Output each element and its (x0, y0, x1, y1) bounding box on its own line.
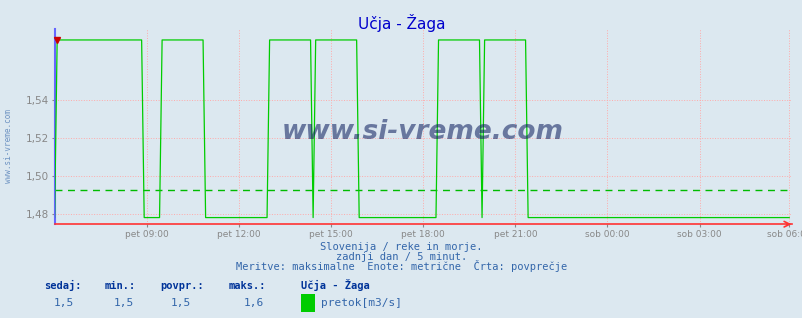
Text: maks.:: maks.: (229, 281, 266, 291)
Text: Učja - Žaga: Učja - Žaga (301, 279, 370, 291)
Text: www.si-vreme.com: www.si-vreme.com (282, 119, 564, 145)
Text: zadnji dan / 5 minut.: zadnji dan / 5 minut. (335, 252, 467, 262)
Text: 1,5: 1,5 (114, 298, 134, 308)
Text: 1,6: 1,6 (243, 298, 263, 308)
Text: Slovenija / reke in morje.: Slovenija / reke in morje. (320, 242, 482, 252)
Text: 1,5: 1,5 (54, 298, 74, 308)
Text: min.:: min.: (104, 281, 136, 291)
Text: pretok[m3/s]: pretok[m3/s] (321, 298, 402, 308)
Text: Učja - Žaga: Učja - Žaga (358, 14, 444, 32)
Text: sedaj:: sedaj: (44, 280, 82, 291)
Text: Meritve: maksimalne  Enote: metrične  Črta: povprečje: Meritve: maksimalne Enote: metrične Črta… (236, 260, 566, 272)
Text: 1,5: 1,5 (170, 298, 190, 308)
Text: povpr.:: povpr.: (160, 281, 204, 291)
Text: www.si-vreme.com: www.si-vreme.com (3, 109, 13, 183)
